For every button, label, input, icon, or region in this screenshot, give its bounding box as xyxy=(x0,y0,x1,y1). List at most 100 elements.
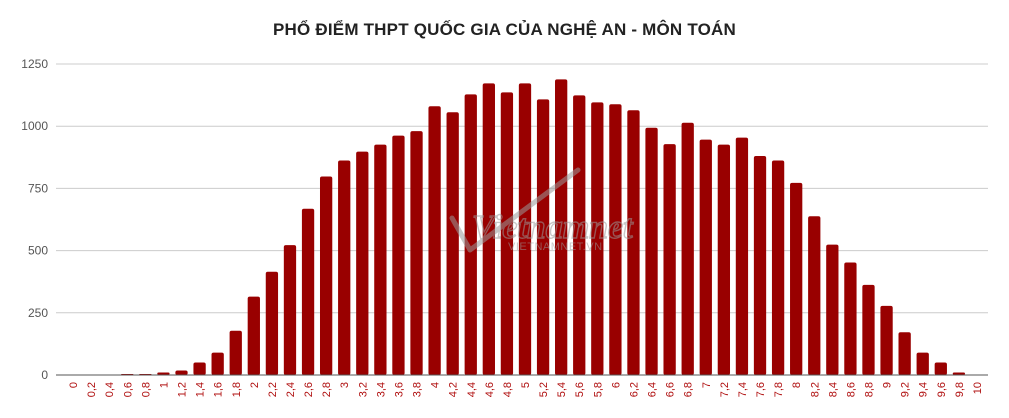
bar-7-8 xyxy=(771,160,785,375)
x-axis-ticks: 0 0,2 0,4 0,6 0,8 1 1,2 1,4 1,6 1,8 2 2,2 2,4 2,6 2,8 3… xyxy=(68,382,984,397)
bar-1-6 xyxy=(211,352,224,375)
bar-4-6 xyxy=(482,83,495,375)
x-tick-label: 5,8 xyxy=(592,382,604,397)
bar-2-2 xyxy=(265,271,279,375)
bar-9-8 xyxy=(952,372,966,375)
chart-title: PHỔ ĐIỂM THPT QUỐC GIA CỦA NGHỆ AN - MÔN… xyxy=(273,20,736,39)
x-tick-label: 6,6 xyxy=(665,382,677,397)
y-tick-label: 1250 xyxy=(21,57,48,71)
x-tick-label: 8,8 xyxy=(863,382,875,397)
x-tick-label: 6,4 xyxy=(647,382,659,397)
x-tick-label: 8,4 xyxy=(827,382,839,397)
x-tick-label: 9,2 xyxy=(900,382,912,397)
x-tick-label: 5,2 xyxy=(538,382,550,397)
bar-1 xyxy=(157,372,170,375)
x-tick-label: 4 xyxy=(430,382,442,388)
x-tick-label: 5 xyxy=(520,382,532,388)
x-tick-label: 8 xyxy=(791,382,803,388)
x-tick-label: 3 xyxy=(339,382,351,388)
bar-9-4 xyxy=(916,352,929,375)
x-tick-label: 4,2 xyxy=(448,382,460,397)
x-tick-label: 7,6 xyxy=(755,382,767,397)
bar-9-6 xyxy=(934,362,947,375)
x-tick-label: 7,2 xyxy=(719,382,731,397)
x-tick-label: 2,2 xyxy=(267,382,279,397)
y-tick-label: 250 xyxy=(28,306,48,320)
bar-8-8 xyxy=(862,284,875,375)
x-tick-label: 1,8 xyxy=(231,382,243,397)
x-tick-label: 4,8 xyxy=(502,382,514,397)
bar-2-6 xyxy=(301,208,315,375)
x-tick-label: 7,8 xyxy=(773,382,785,397)
bar-2-4 xyxy=(283,245,297,375)
watermark-brand: Vietnamnet xyxy=(472,209,634,246)
bar-6-4 xyxy=(645,127,658,375)
x-tick-label: 8,2 xyxy=(809,382,821,397)
bar-6-2 xyxy=(627,110,640,375)
bar-2 xyxy=(247,296,260,375)
bar-5 xyxy=(518,83,532,375)
x-tick-label: 2,8 xyxy=(321,382,333,397)
x-tick-label: 1 xyxy=(158,382,170,388)
bar-3-8 xyxy=(410,131,423,375)
bar-4 xyxy=(428,106,441,376)
x-tick-label: 0,6 xyxy=(122,382,134,397)
bar-7-2 xyxy=(717,144,731,375)
bar-7-4 xyxy=(735,137,749,375)
bar-5-6 xyxy=(573,95,586,375)
bar-3-4 xyxy=(374,144,387,375)
bar-5-4 xyxy=(555,79,568,376)
x-tick-label: 0,2 xyxy=(86,382,98,397)
y-tick-label: 500 xyxy=(28,244,48,258)
bar-6 xyxy=(609,104,622,375)
x-tick-label: 9 xyxy=(882,382,894,388)
x-tick-label: 1,4 xyxy=(195,382,207,397)
x-tick-label: 10 xyxy=(972,382,984,394)
bars xyxy=(121,79,966,376)
bar-8 xyxy=(790,182,803,375)
x-tick-label: 6,2 xyxy=(628,382,640,397)
bar-3 xyxy=(338,160,351,375)
bar-6-8 xyxy=(681,122,694,375)
x-tick-label: 2,6 xyxy=(303,382,315,397)
y-tick-label: 0 xyxy=(41,368,48,382)
bar-3-6 xyxy=(392,135,405,375)
x-tick-label: 7,4 xyxy=(737,382,749,397)
bar-3-2 xyxy=(356,151,369,375)
x-tick-label: 9,8 xyxy=(954,382,966,397)
x-tick-label: 5,4 xyxy=(556,382,568,397)
bar-4-4 xyxy=(464,94,477,375)
x-tick-label: 6 xyxy=(610,382,622,388)
x-tick-label: 9,4 xyxy=(918,382,930,397)
bar-9 xyxy=(880,305,893,375)
bar-1-2 xyxy=(175,370,188,375)
x-tick-label: 4,6 xyxy=(484,382,496,397)
x-tick-label: 6,8 xyxy=(683,382,695,397)
x-tick-label: 3,2 xyxy=(357,382,369,397)
y-axis-ticks: 0 250 500 750 1000 1250 xyxy=(21,57,48,382)
bar-4-2 xyxy=(446,112,459,376)
x-tick-label: 3,8 xyxy=(412,382,424,397)
x-tick-label: 1,2 xyxy=(177,382,189,397)
bar-4-8 xyxy=(500,92,514,376)
bar-6-6 xyxy=(663,144,676,375)
y-tick-label: 1000 xyxy=(21,119,48,133)
bar-7 xyxy=(699,139,712,375)
x-tick-label: 3,6 xyxy=(393,382,405,397)
x-tick-label: 8,6 xyxy=(845,382,857,397)
vietnamnet-watermark: Vietnamnet VIETNAMNET.VN xyxy=(449,167,635,253)
watermark-url: VIETNAMNET.VN xyxy=(508,241,603,253)
bar-8-6 xyxy=(844,262,857,375)
bar-7-6 xyxy=(753,156,767,375)
bar-5-8 xyxy=(591,102,604,375)
bar-9-2 xyxy=(898,332,911,375)
x-tick-label: 3,4 xyxy=(375,382,387,397)
bar-8-4 xyxy=(826,244,839,375)
bar-1-8 xyxy=(229,330,242,375)
bar-8-2 xyxy=(808,216,821,375)
x-tick-label: 4,4 xyxy=(466,382,478,397)
bar-2-8 xyxy=(319,176,333,375)
x-tick-label: 2,4 xyxy=(285,382,297,397)
y-tick-label: 750 xyxy=(28,181,48,195)
